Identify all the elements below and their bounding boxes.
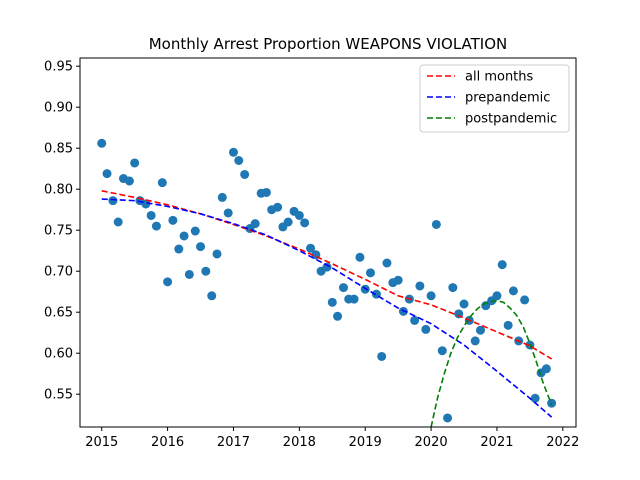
data-point xyxy=(261,187,271,197)
data-point xyxy=(196,242,206,252)
x-axis: 2015 2016 2017 2018 2019 2020 2021 2022 xyxy=(85,427,579,450)
y-axis: 0.55 0.60 0.65 0.70 0.75 0.80 0.85 0.90 0.95 xyxy=(44,60,80,403)
legend-label-postpandemic: postpandemic xyxy=(465,112,557,127)
data-point xyxy=(393,275,403,285)
data-point xyxy=(146,210,156,220)
plot-frame xyxy=(79,57,577,428)
data-point xyxy=(179,231,189,241)
data-point xyxy=(349,294,359,304)
data-point xyxy=(217,192,227,202)
y-tick-label: 0.85 xyxy=(44,142,73,157)
data-point xyxy=(437,346,447,356)
series-line-all-months xyxy=(101,190,553,360)
x-tick-label: 2016 xyxy=(151,435,184,450)
legend-label-prepandemic: prepandemic xyxy=(465,91,550,106)
data-point xyxy=(327,297,337,307)
data-point xyxy=(300,218,310,228)
data-point xyxy=(240,169,250,179)
x-tick-label: 2015 xyxy=(85,435,118,450)
legend-box xyxy=(419,64,570,133)
data-point xyxy=(306,243,316,253)
data-point xyxy=(108,196,118,206)
data-point xyxy=(410,315,420,325)
data-point xyxy=(333,311,343,321)
data-point xyxy=(475,325,485,335)
y-tick-label: 0.80 xyxy=(44,183,73,198)
data-point xyxy=(508,286,518,296)
chart-title: Monthly Arrest Proportion WEAPONS VIOLAT… xyxy=(149,35,508,53)
data-point xyxy=(520,295,530,305)
data-point xyxy=(102,169,112,179)
y-tick-label: 0.95 xyxy=(44,60,73,75)
data-point xyxy=(207,291,217,301)
data-point xyxy=(426,291,436,301)
series-line-prepandemic xyxy=(101,198,553,418)
x-tick-label: 2019 xyxy=(349,435,382,450)
data-point xyxy=(415,281,425,291)
data-point xyxy=(212,249,222,259)
data-point xyxy=(157,178,167,188)
y-tick-label: 0.60 xyxy=(44,347,73,362)
data-point xyxy=(503,320,513,330)
data-point xyxy=(322,262,332,272)
x-tick-label: 2020 xyxy=(415,435,448,450)
data-point xyxy=(283,217,293,227)
data-point xyxy=(382,258,392,268)
data-point xyxy=(234,156,244,165)
data-point xyxy=(338,283,348,293)
data-point xyxy=(190,226,200,236)
data-point xyxy=(124,176,134,186)
x-tick-label: 2021 xyxy=(480,435,513,450)
data-point xyxy=(530,393,540,403)
data-point xyxy=(201,266,211,276)
data-point xyxy=(151,221,161,231)
data-point xyxy=(97,138,107,148)
data-point xyxy=(365,268,375,278)
y-tick-label: 0.70 xyxy=(44,265,73,280)
data-point xyxy=(377,351,387,361)
x-tick-label: 2018 xyxy=(283,435,316,450)
data-point xyxy=(443,413,453,423)
data-point xyxy=(421,324,431,334)
plot-area xyxy=(97,138,557,427)
y-tick-label: 0.55 xyxy=(44,388,73,403)
data-point xyxy=(130,158,140,168)
x-tick-label: 2017 xyxy=(217,435,250,450)
y-tick-label: 0.65 xyxy=(44,306,73,321)
data-point xyxy=(250,219,260,229)
data-point xyxy=(163,277,173,287)
data-point xyxy=(273,202,283,212)
data-point xyxy=(184,269,194,279)
data-point xyxy=(470,336,480,346)
data-point xyxy=(459,299,469,309)
data-point xyxy=(294,210,304,220)
data-point xyxy=(497,260,507,270)
data-point xyxy=(355,252,365,262)
data-point xyxy=(431,219,441,229)
data-point xyxy=(492,291,502,301)
data-point xyxy=(448,283,458,293)
legend: all months prepandemic postpandemic xyxy=(419,64,570,133)
data-point xyxy=(113,217,123,227)
legend-label-all-months: all months xyxy=(465,70,534,85)
y-tick-label: 0.75 xyxy=(44,224,73,239)
series-line-postpandemic xyxy=(430,299,553,427)
data-point xyxy=(168,215,178,225)
data-point xyxy=(223,208,233,218)
data-point xyxy=(174,244,184,254)
data-point xyxy=(228,147,238,157)
x-tick-label: 2022 xyxy=(546,435,579,450)
data-point xyxy=(541,364,551,374)
y-tick-label: 0.90 xyxy=(44,101,73,116)
